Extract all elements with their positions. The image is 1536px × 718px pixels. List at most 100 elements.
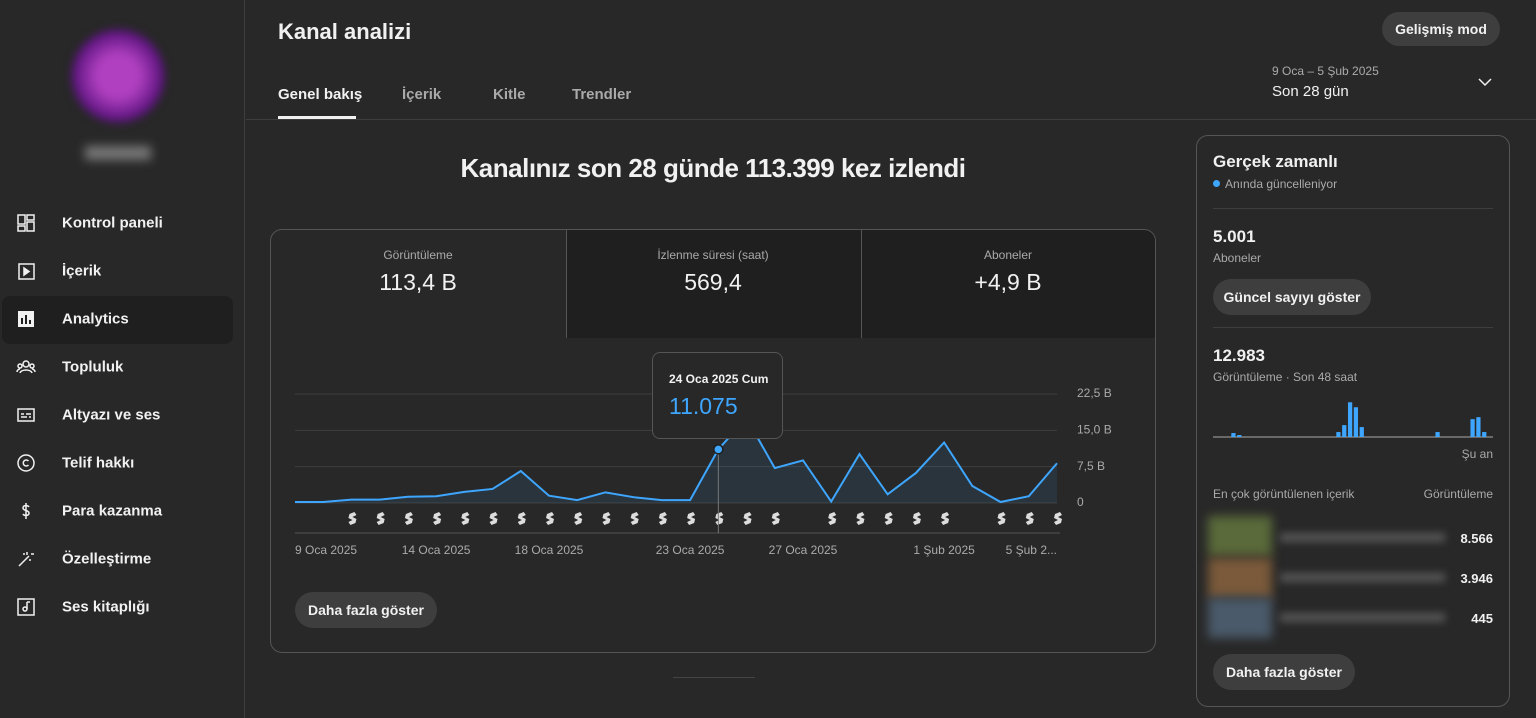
bar	[1231, 433, 1236, 437]
shorts-glyph	[546, 512, 554, 525]
icon	[17, 598, 35, 616]
shorts-glyph	[658, 512, 667, 525]
metric-tabs-bg	[566, 230, 1155, 338]
tab[interactable]: Genel bakış	[278, 86, 363, 103]
top-content-value: 8.566	[1460, 531, 1493, 546]
bar	[1353, 407, 1359, 437]
shorts-icon	[912, 512, 921, 525]
menu-item[interactable]: Özelleştirme	[62, 550, 152, 568]
shorts-icon	[546, 512, 554, 525]
bar	[1482, 432, 1487, 437]
shorts-icon	[1054, 512, 1062, 525]
shorts-icon	[658, 512, 667, 525]
menu-item[interactable]: İçerik	[62, 262, 102, 280]
shorts-glyph	[715, 512, 724, 525]
shorts-icon	[489, 512, 498, 525]
metric-value: +4,9 B	[974, 269, 1042, 295]
realtime-title: Gerçek zamanlı	[1213, 152, 1338, 171]
tooltip: 24 Oca 2025 Cum 11.075	[652, 352, 783, 439]
shorts-glyph	[941, 512, 950, 525]
top-content-value: 3.946	[1460, 571, 1493, 586]
x-tick-label: 9 Oca 2025	[295, 543, 357, 557]
shorts-icon	[404, 512, 413, 525]
metric-value: 569,4	[684, 269, 742, 295]
tooltip-title: 24 Oca 2025 Cum	[669, 372, 769, 386]
tab[interactable]: Trendler	[572, 86, 632, 103]
refresh-button[interactable]: Güncel sayıyı göster	[1213, 279, 1371, 315]
tooltip-value: 11.075	[669, 393, 738, 419]
selected-bg	[2, 296, 233, 344]
shorts-glyph	[489, 512, 498, 525]
bar	[1470, 419, 1475, 437]
shorts-icon	[828, 512, 837, 525]
tab-underline	[278, 116, 356, 119]
chevron[interactable]	[1478, 77, 1492, 87]
icon	[18, 311, 34, 327]
y-tick-label: 15,0 B	[1077, 423, 1112, 437]
top-content-label: En çok görüntülenen içerik	[1213, 487, 1355, 501]
menu-item[interactable]: Analytics	[62, 310, 129, 328]
sidebar	[0, 0, 245, 718]
metric-label[interactable]: İzlenme süresi (saat)	[657, 248, 769, 262]
menu-item[interactable]: Topluluk	[62, 358, 124, 376]
shorts-glyph	[602, 512, 611, 525]
menu-item[interactable]: Ses kitaplığı	[62, 598, 150, 616]
metric-label[interactable]: Aboneler	[983, 248, 1033, 262]
shorts-icon	[856, 512, 865, 525]
shorts-icon	[433, 512, 442, 525]
thumbnail[interactable]	[1208, 516, 1272, 556]
views-label: Görüntüleme · Son 48 saat	[1213, 370, 1358, 384]
shorts-icon	[743, 512, 752, 525]
tab[interactable]: İçerik	[402, 86, 442, 103]
shorts-icon	[348, 512, 357, 525]
icon	[17, 214, 35, 232]
title-blurred[interactable]	[1280, 613, 1445, 622]
shorts-glyph	[630, 512, 639, 525]
thumbnail[interactable]	[1208, 558, 1272, 598]
bar	[1347, 402, 1353, 437]
shorts-glyph	[856, 512, 865, 525]
date-label[interactable]: Son 28 gün	[1272, 83, 1349, 100]
menu-item[interactable]: Kontrol paneli	[62, 214, 163, 232]
thumbnail[interactable]	[1208, 598, 1272, 638]
shorts-icon	[630, 512, 639, 525]
line	[295, 416, 1058, 504]
x-label: Şu an	[1462, 447, 1493, 461]
divider	[246, 119, 1536, 120]
tab[interactable]: Kitle	[493, 86, 526, 103]
shorts-icon	[715, 512, 724, 525]
shorts-glyph	[912, 512, 921, 525]
shorts-glyph	[433, 512, 442, 525]
x-tick-label: 23 Oca 2025	[656, 543, 725, 557]
date-range[interactable]: 9 Oca – 5 Şub 2025	[1272, 64, 1379, 78]
shorts-icon	[1025, 512, 1034, 525]
more-button[interactable]: Daha fazla göster	[1213, 654, 1355, 690]
menu-item[interactable]: Altyazı ve ses	[62, 406, 161, 424]
x-tick-label: 1 Şub 2025	[913, 543, 975, 557]
shorts-glyph	[461, 512, 470, 525]
realtime-status: Anında güncelleniyor	[1225, 177, 1338, 191]
shorts-icon	[687, 512, 696, 525]
avatar[interactable]	[70, 28, 166, 124]
bar	[1476, 417, 1481, 437]
bar	[1237, 435, 1242, 437]
icon	[18, 263, 35, 280]
shorts-glyph	[348, 512, 357, 525]
shorts-icon	[941, 512, 950, 525]
more-button[interactable]: Daha fazla göster	[295, 592, 437, 628]
shorts-glyph	[771, 512, 780, 525]
icon	[17, 454, 35, 472]
advanced-button[interactable]: Gelişmiş mod	[1382, 12, 1500, 46]
x-tick-label: 18 Oca 2025	[515, 543, 584, 557]
menu-item[interactable]: Para kazanma	[62, 502, 163, 520]
menu-item[interactable]: Telif hakkı	[62, 454, 135, 472]
metric-label[interactable]: Görüntüleme	[383, 248, 453, 262]
area	[295, 418, 1057, 503]
title-blurred[interactable]	[1280, 533, 1445, 542]
bar	[1342, 425, 1347, 437]
shorts-glyph	[376, 512, 385, 525]
shorts-glyph	[1054, 512, 1062, 525]
shorts-icon	[517, 512, 526, 525]
title-blurred[interactable]	[1280, 573, 1445, 582]
